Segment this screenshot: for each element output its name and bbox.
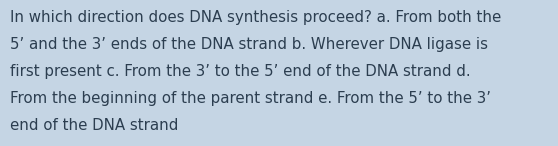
Text: From the beginning of the parent strand e. From the 5’ to the 3’: From the beginning of the parent strand …	[10, 91, 491, 106]
Text: 5’ and the 3’ ends of the DNA strand b. Wherever DNA ligase is: 5’ and the 3’ ends of the DNA strand b. …	[10, 37, 488, 52]
Text: end of the DNA strand: end of the DNA strand	[10, 118, 179, 133]
Text: first present c. From the 3’ to the 5’ end of the DNA strand d.: first present c. From the 3’ to the 5’ e…	[10, 64, 470, 79]
Text: In which direction does DNA synthesis proceed? a. From both the: In which direction does DNA synthesis pr…	[10, 10, 501, 25]
